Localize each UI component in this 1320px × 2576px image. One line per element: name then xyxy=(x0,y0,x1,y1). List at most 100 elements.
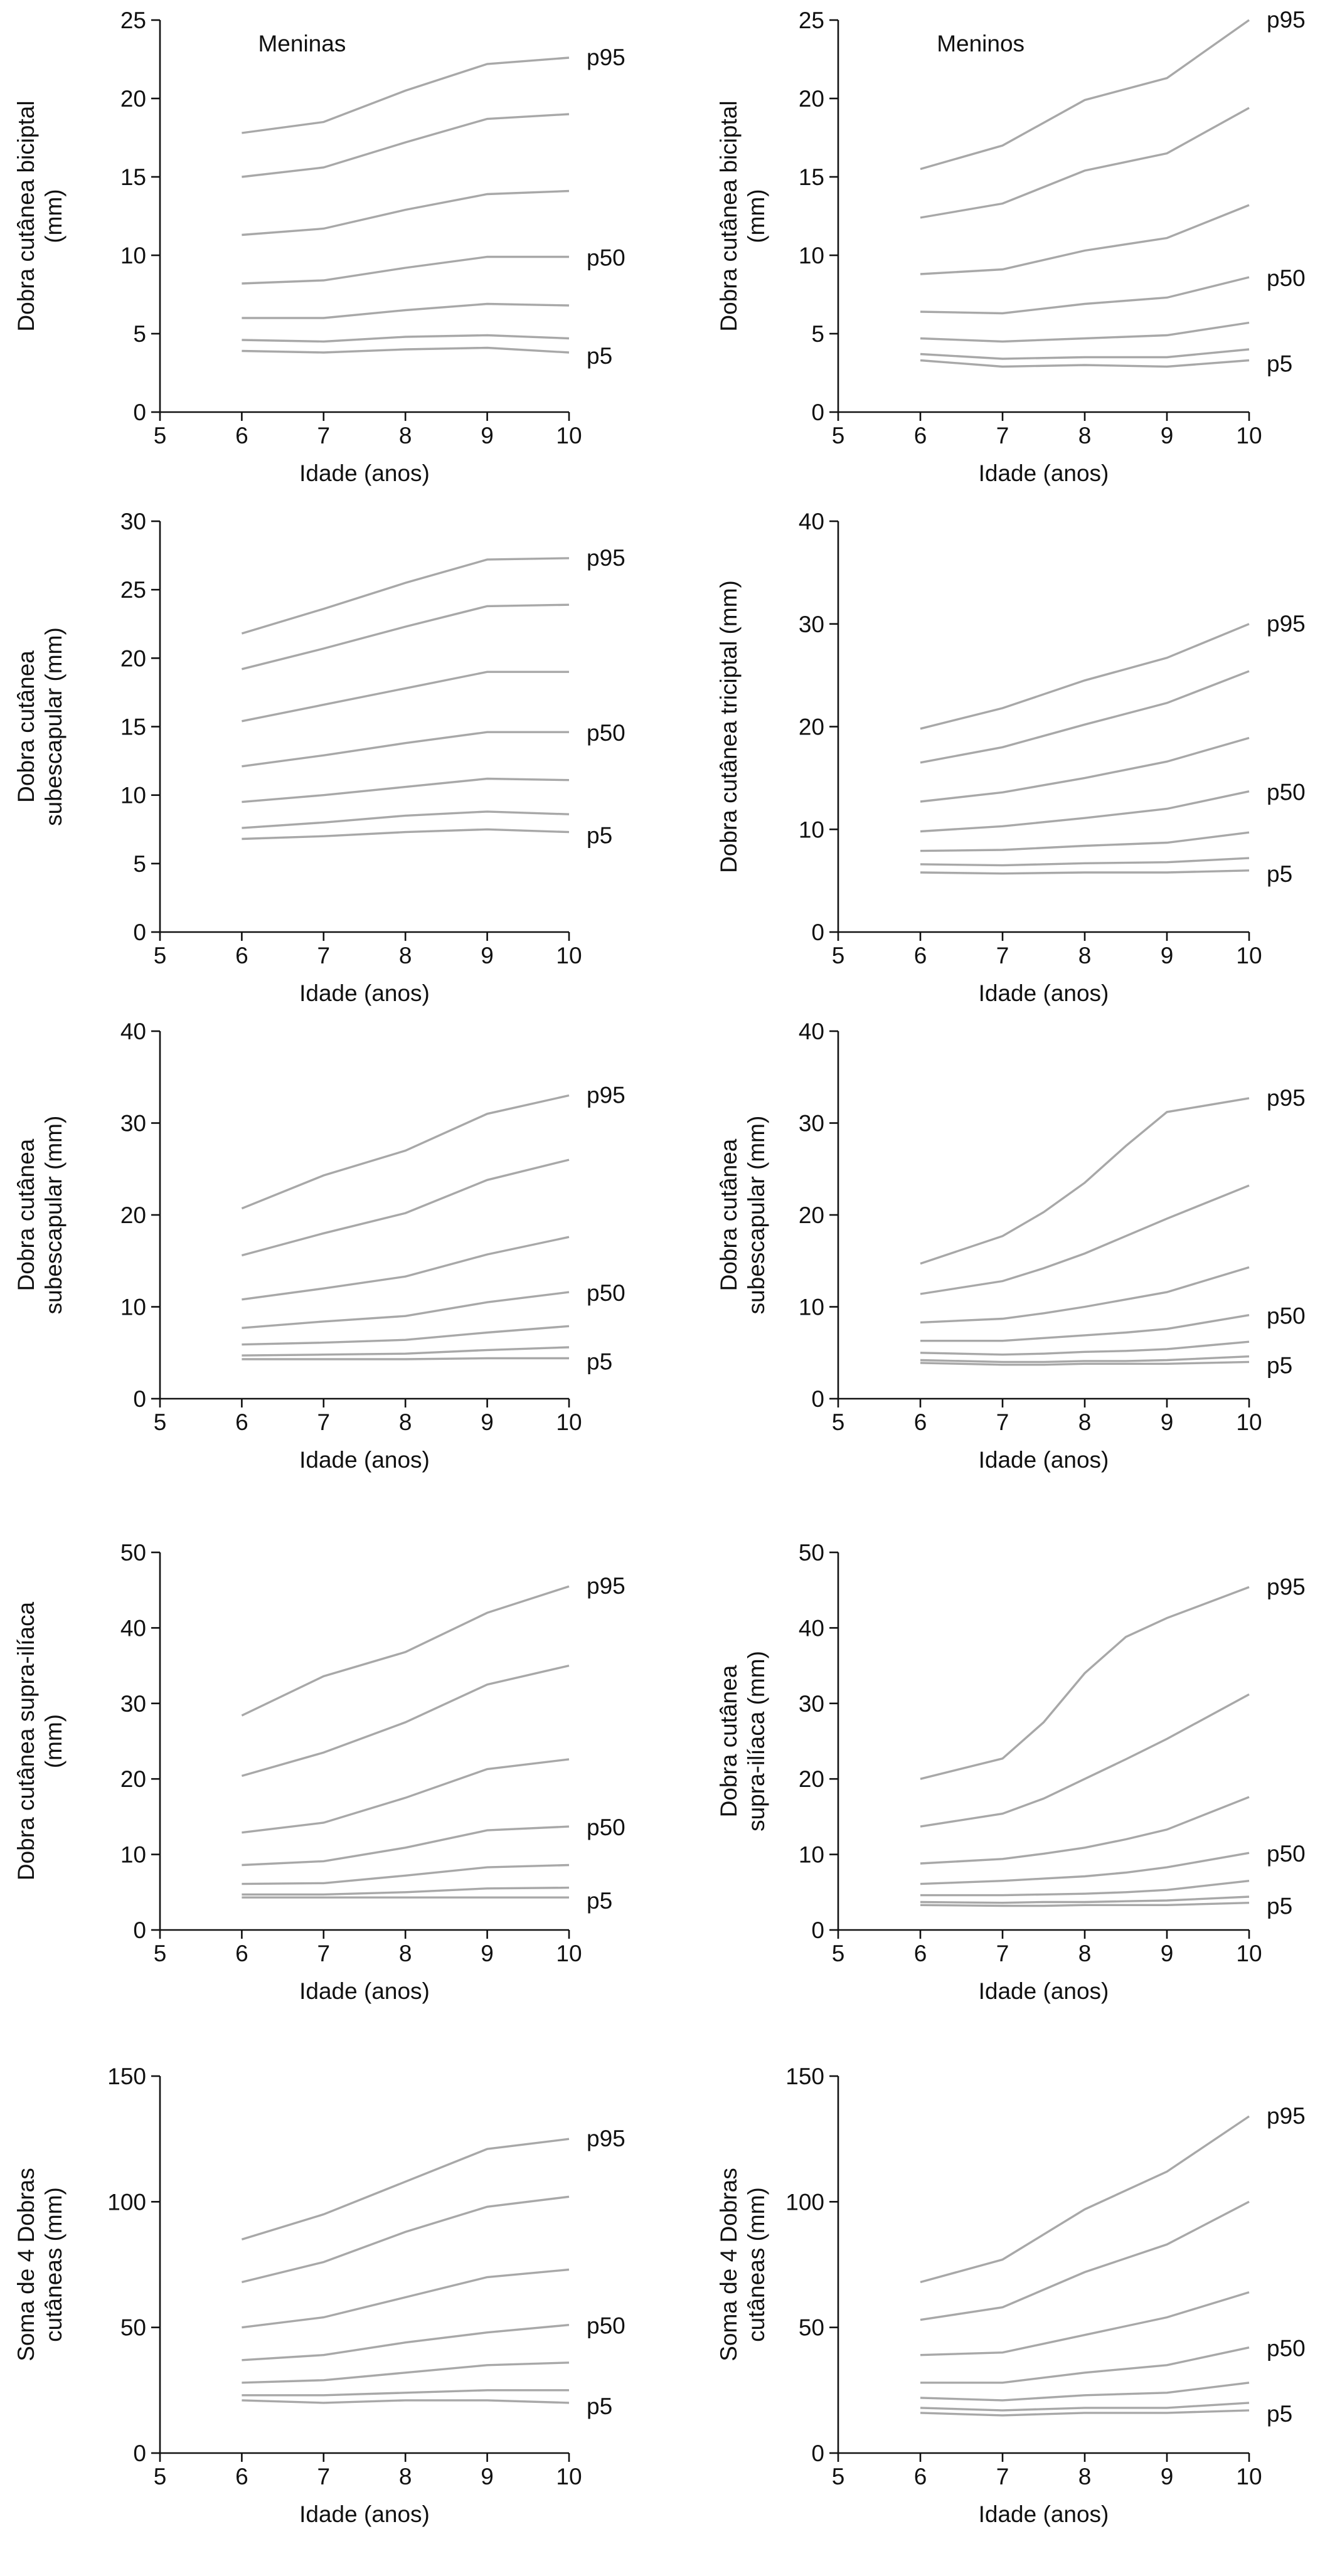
y-tick-label: 40 xyxy=(120,1019,146,1044)
x-tick-label: 8 xyxy=(1078,423,1092,448)
x-axis-label: Idade (anos) xyxy=(299,980,430,1006)
y-axis-label: Dobra cutânea xyxy=(13,1138,39,1291)
series-line-p10 xyxy=(920,2402,1250,2412)
percentile-label-p5: p5 xyxy=(1267,1894,1292,1919)
series-line-p10 xyxy=(920,348,1250,360)
x-tick-label: 10 xyxy=(556,2464,582,2489)
y-tick-label: 100 xyxy=(785,2189,824,2215)
x-tick-label: 10 xyxy=(1236,1409,1262,1435)
x-tick-label: 8 xyxy=(399,423,412,448)
series-line-p90 xyxy=(920,107,1250,219)
y-tick-label: 100 xyxy=(107,2189,146,2215)
series-line-p25 xyxy=(242,777,570,803)
y-tick-label: 0 xyxy=(811,400,824,425)
y-tick-label: 0 xyxy=(133,400,146,425)
x-axis-label: Idade (anos) xyxy=(979,1447,1109,1473)
y-tick-label: 20 xyxy=(120,1202,146,1228)
x-tick-label: 5 xyxy=(154,943,167,968)
series-line-p10 xyxy=(242,1346,570,1357)
x-tick-label: 9 xyxy=(1161,943,1174,968)
series-line-p75 xyxy=(242,1758,570,1834)
percentile-label-p50: p50 xyxy=(587,1815,625,1840)
series-line-p5 xyxy=(920,1902,1250,1907)
y-tick-label: 0 xyxy=(133,2441,146,2466)
y-tick-label: 150 xyxy=(785,2064,824,2089)
y-tick-label: 10 xyxy=(120,243,146,268)
series-line-p25 xyxy=(920,321,1250,343)
x-tick-label: 5 xyxy=(832,1941,845,1966)
x-tick-label: 10 xyxy=(1236,2464,1262,2489)
series-line-p50 xyxy=(920,1314,1250,1342)
y-tick-label: 0 xyxy=(811,920,824,945)
x-tick-label: 7 xyxy=(996,2464,1009,2489)
percentile-label-p50: p50 xyxy=(1267,1841,1306,1867)
y-tick-label: 20 xyxy=(120,86,146,112)
y-tick-label: 50 xyxy=(120,2315,146,2341)
x-tick-label: 5 xyxy=(154,1409,167,1435)
series-line-p90 xyxy=(920,2200,1250,2321)
y-axis-label: Dobra cutânea xyxy=(13,650,39,803)
x-tick-label: 5 xyxy=(154,423,167,448)
percentile-label-p50: p50 xyxy=(587,720,625,746)
y-tick-label: 0 xyxy=(811,1386,824,1412)
series-line-p95 xyxy=(241,2138,570,2241)
x-tick-label: 5 xyxy=(154,1941,167,1966)
y-axis-label: Dobra cutânea supra-ilíaca xyxy=(13,1601,39,1880)
x-tick-label: 8 xyxy=(399,1941,412,1966)
y-tick-label: 10 xyxy=(799,1295,824,1320)
percentile-label-p50: p50 xyxy=(587,1280,625,1306)
x-tick-label: 7 xyxy=(317,943,331,968)
series-line-p25 xyxy=(242,302,570,319)
x-axis-label: Idade (anos) xyxy=(299,1447,430,1473)
y-tick-label: 30 xyxy=(120,1111,146,1137)
percentile-label-p95: p95 xyxy=(1267,1085,1306,1111)
x-tick-label: 6 xyxy=(914,1941,927,1966)
x-tick-label: 6 xyxy=(235,423,248,448)
x-tick-label: 8 xyxy=(399,2464,412,2489)
x-tick-label: 8 xyxy=(399,943,412,968)
y-tick-label: 30 xyxy=(799,612,824,637)
percentile-label-p5: p5 xyxy=(587,1349,612,1375)
series-line-p95 xyxy=(920,623,1250,730)
percentile-label-p95: p95 xyxy=(587,1083,625,1108)
percentile-label-p95: p95 xyxy=(1267,611,1306,637)
series-line-p50 xyxy=(920,276,1250,315)
x-tick-label: 7 xyxy=(317,2464,331,2489)
series-line-p25 xyxy=(920,1340,1250,1356)
chart-panel-8: 0 10 20 30 40 50 5 6 7 8 9 10 Idade (anos) Dobra cutâ… xyxy=(716,1540,1306,2004)
percentile-label-p5: p5 xyxy=(1267,351,1292,377)
x-tick-label: 10 xyxy=(556,423,582,448)
axes xyxy=(159,1552,569,1931)
axes xyxy=(159,521,569,933)
y-tick-label: 10 xyxy=(799,817,824,842)
x-tick-label: 6 xyxy=(914,943,927,968)
x-tick-label: 9 xyxy=(481,943,494,968)
series-line-p5 xyxy=(920,2409,1250,2417)
y-axis-label: Dobra cutânea triciptal (mm) xyxy=(716,580,742,873)
y-tick-label: 20 xyxy=(799,1202,824,1228)
series-line-p75 xyxy=(920,2291,1250,2356)
y-axis-label: (mm) xyxy=(743,189,769,243)
series-line-p95 xyxy=(920,1586,1250,1780)
y-tick-label: 150 xyxy=(107,2064,146,2089)
y-axis-label: cutâneas (mm) xyxy=(41,2187,67,2342)
x-axis-label: Idade (anos) xyxy=(979,460,1109,486)
x-tick-label: 5 xyxy=(154,2464,167,2489)
x-tick-label: 10 xyxy=(1236,423,1262,448)
y-tick-label: 10 xyxy=(120,1295,146,1320)
y-tick-label: 40 xyxy=(799,509,824,534)
series-line-p50 xyxy=(242,255,569,285)
series-line-p90 xyxy=(241,2195,570,2284)
series-line-p90 xyxy=(241,603,570,671)
series-line-p50 xyxy=(242,1291,570,1329)
series-line-p75 xyxy=(920,1266,1250,1324)
y-tick-label: 25 xyxy=(799,8,824,33)
y-axis-label: (mm) xyxy=(41,1714,67,1768)
percentile-label-p95: p95 xyxy=(1267,7,1306,33)
axes xyxy=(159,20,569,413)
x-tick-label: 9 xyxy=(1161,423,1174,448)
